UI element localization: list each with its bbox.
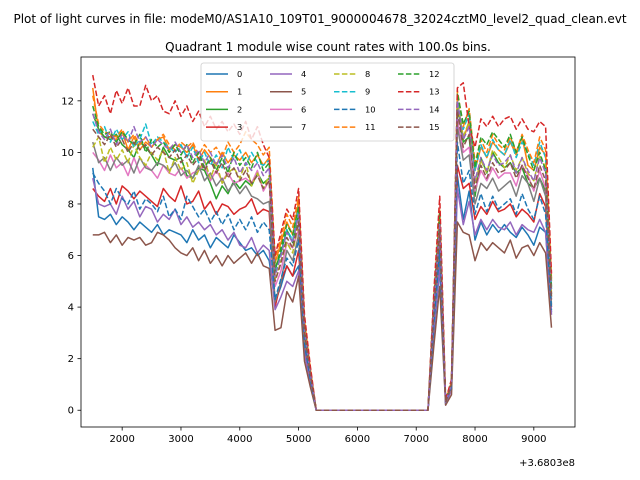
x-tick-label: 8000 bbox=[462, 434, 487, 445]
figure-suptitle: Plot of light curves in file: modeM0/AS1… bbox=[13, 12, 626, 26]
y-tick-label: 2 bbox=[68, 354, 74, 365]
y-tick-label: 0 bbox=[68, 406, 74, 417]
legend-entry-10: 10 bbox=[334, 104, 376, 114]
y-tick-label: 10 bbox=[61, 148, 74, 159]
axes-frame bbox=[80, 56, 576, 428]
legend-entry-15: 15 bbox=[398, 122, 440, 132]
legend-entry-9: 9 bbox=[334, 87, 370, 97]
y-tick-label: 12 bbox=[61, 96, 74, 107]
series-15 bbox=[92, 110, 553, 411]
legend-entry-4: 4 bbox=[270, 69, 306, 79]
legend-label: 4 bbox=[301, 69, 306, 79]
x-tick-label: 3000 bbox=[168, 434, 193, 445]
legend-label: 13 bbox=[429, 87, 440, 97]
axis-ticks: 2000 3000 4000 5000 6000 7000 8000 9000 0 2 4 6 8 10 1… bbox=[61, 96, 546, 445]
legend-entry-14: 14 bbox=[398, 104, 440, 114]
y-tick-label: 4 bbox=[68, 303, 74, 314]
y-tick-label: 8 bbox=[68, 199, 74, 210]
legend-label: 10 bbox=[365, 104, 376, 114]
series-line-8 bbox=[92, 100, 553, 411]
x-tick-label: 4000 bbox=[227, 434, 252, 445]
series-line-14 bbox=[92, 100, 553, 411]
series-8 bbox=[92, 100, 553, 411]
legend-label: 0 bbox=[237, 69, 242, 79]
legend-entry-8: 8 bbox=[334, 69, 370, 79]
legend-entry-0: 0 bbox=[206, 69, 242, 79]
legend-entry-2: 2 bbox=[206, 104, 242, 114]
series-line-9 bbox=[92, 94, 553, 411]
legend-entry-12: 12 bbox=[398, 69, 440, 79]
series-line-15 bbox=[92, 110, 553, 411]
legend-entry-11: 11 bbox=[334, 122, 376, 132]
legend-entry-5: 5 bbox=[270, 87, 306, 97]
legend-label: 3 bbox=[237, 122, 242, 132]
legend-label: 15 bbox=[429, 122, 440, 132]
legend-entry-1: 1 bbox=[206, 87, 242, 97]
y-tick-label: 6 bbox=[68, 251, 74, 262]
x-tick-label: 6000 bbox=[345, 434, 370, 445]
series-lines bbox=[92, 74, 553, 411]
x-tick-label: 7000 bbox=[403, 434, 428, 445]
legend-label: 7 bbox=[301, 122, 306, 132]
x-offset-label: +3.6803e8 bbox=[519, 458, 575, 469]
legend-label: 9 bbox=[365, 87, 370, 97]
legend-label: 8 bbox=[365, 69, 370, 79]
legend-entry-7: 7 bbox=[270, 122, 306, 132]
legend-label: 14 bbox=[429, 104, 440, 114]
x-tick-label: 2000 bbox=[109, 434, 134, 445]
chart-title: Quadrant 1 module wise count rates with … bbox=[165, 40, 491, 54]
x-tick-label: 9000 bbox=[521, 434, 546, 445]
legend-label: 2 bbox=[237, 104, 242, 114]
legend-box bbox=[200, 62, 455, 142]
legend-label: 5 bbox=[301, 87, 306, 97]
x-tick-label: 5000 bbox=[286, 434, 311, 445]
legend-label: 11 bbox=[365, 122, 376, 132]
legend-entry-3: 3 bbox=[206, 122, 242, 132]
legend-label: 1 bbox=[237, 87, 242, 97]
series-9 bbox=[92, 94, 553, 411]
legend-entry-6: 6 bbox=[270, 104, 306, 114]
legend-entry-13: 13 bbox=[398, 87, 440, 97]
legend-label: 12 bbox=[429, 69, 440, 79]
legend-label: 6 bbox=[301, 104, 306, 114]
series-14 bbox=[92, 100, 553, 411]
